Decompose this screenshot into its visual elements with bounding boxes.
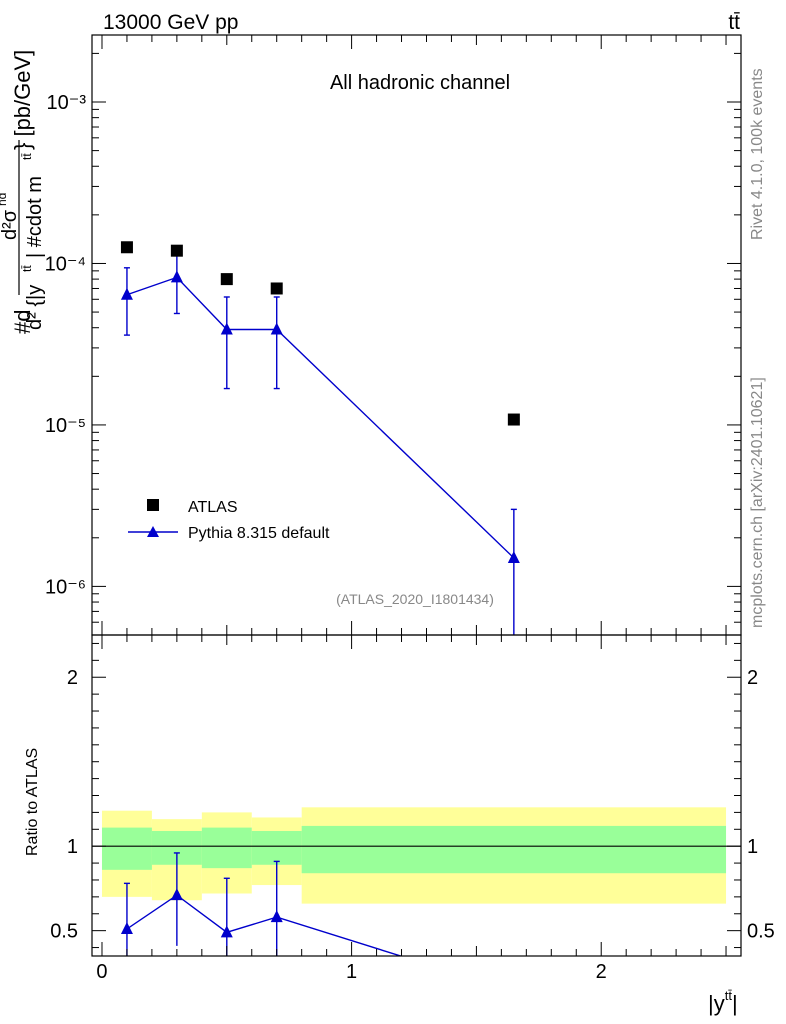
chart-title: All hadronic channel bbox=[330, 72, 510, 94]
main-y-tick-label: 10⁻⁵ bbox=[45, 415, 86, 437]
x-tick-labels: 0 1 2 bbox=[96, 961, 606, 983]
inner-uncertainty-band bbox=[301, 825, 727, 874]
svg-text:#d: #d bbox=[10, 310, 35, 334]
ratio-y-tick-label-right: 0.5 bbox=[747, 921, 775, 943]
main-y-tick-labels: 10⁻⁶ 10⁻⁵ 10⁻⁴ 10⁻³ bbox=[45, 92, 87, 598]
x-tick-label: 2 bbox=[596, 961, 607, 983]
main-data-layer bbox=[120, 241, 520, 635]
inner-uncertainty-band bbox=[101, 827, 152, 870]
x-tick-label: 0 bbox=[96, 961, 107, 983]
legend-atlas-marker bbox=[147, 499, 159, 511]
svg-text:tt̄: tt̄ bbox=[20, 265, 34, 272]
ratio-frame bbox=[91, 634, 742, 957]
x-tick-label: 1 bbox=[346, 961, 357, 983]
analysis-watermark: (ATLAS_2020_I1801434) bbox=[336, 591, 494, 607]
atlas-point bbox=[270, 282, 283, 295]
inner-uncertainty-band bbox=[251, 830, 302, 865]
ratio-point bbox=[170, 888, 183, 901]
pythia-series-line bbox=[126, 276, 515, 559]
ratio-y-tick-label-right: 2 bbox=[747, 667, 758, 689]
svg-text:} [pb/GeV]: } [pb/GeV] bbox=[10, 50, 35, 150]
ratio-y-tick-label-left: 0.5 bbox=[50, 921, 78, 943]
main-axis-ticks bbox=[92, 35, 741, 636]
atlas-point bbox=[507, 413, 520, 426]
main-y-tick-label: 10⁻⁴ bbox=[45, 253, 86, 275]
ratio-series-line bbox=[126, 894, 404, 956]
energy-label: 13000 GeV pp bbox=[103, 11, 238, 34]
svg-text:nd: nd bbox=[0, 193, 9, 206]
pythia-point bbox=[507, 550, 520, 563]
ratio-y-tick-label-left: 2 bbox=[67, 667, 78, 689]
atlas-point bbox=[120, 241, 133, 254]
legend-pythia-label: Pythia 8.315 default bbox=[188, 525, 330, 542]
ratio-point bbox=[270, 910, 283, 923]
ratio-panel: 0.5 0.5 1 1 2 2 0 1 2 Ratio to ATLAS |ytt̄| bbox=[24, 634, 775, 1016]
svg-text:| #cdot m: | #cdot m bbox=[24, 176, 46, 258]
rivet-label: Rivet 4.1.0, 100k events bbox=[749, 68, 766, 240]
pythia-point bbox=[120, 287, 133, 300]
ratio-point bbox=[120, 921, 133, 934]
main-y-tick-label: 10⁻⁶ bbox=[45, 576, 86, 598]
pythia-point bbox=[220, 322, 233, 335]
ratio-y-axis-label: Ratio to ATLAS bbox=[24, 748, 41, 856]
legend: ATLAS Pythia 8.315 default bbox=[128, 499, 330, 542]
pythia-point bbox=[270, 322, 283, 335]
main-panel: 10⁻⁶ 10⁻⁵ 10⁻⁴ 10⁻³ All hadronic channel (A… bbox=[0, 34, 742, 636]
pythia-point bbox=[170, 270, 183, 283]
inner-uncertainty-band bbox=[201, 827, 252, 869]
svg-text:d²σ: d²σ bbox=[0, 209, 21, 240]
atlas-point bbox=[220, 273, 233, 286]
mcplots-label: mcplots.cern.ch [arXiv:2401.10621] bbox=[749, 377, 766, 628]
ratio-y-tick-label-left: 1 bbox=[67, 836, 78, 858]
ratio-axis-ticks bbox=[92, 635, 741, 956]
main-y-axis-label: #d d²σ nd d² {|y tt̄ | #cdot m tt̄ } [pb… bbox=[0, 50, 46, 334]
legend-pythia-marker bbox=[147, 526, 159, 537]
uncertainty-bands bbox=[92, 807, 741, 904]
main-frame bbox=[91, 34, 742, 636]
x-axis-label: |ytt̄| bbox=[708, 988, 738, 1016]
atlas-point bbox=[170, 244, 183, 257]
ratio-y-tick-labels: 0.5 0.5 1 1 2 2 bbox=[50, 667, 775, 942]
svg-text:tt̄: tt̄ bbox=[20, 153, 34, 160]
process-label: tt̄ bbox=[728, 11, 740, 34]
legend-atlas-label: ATLAS bbox=[188, 499, 238, 516]
ratio-point bbox=[508, 984, 520, 996]
svg-text:d² {|y: d² {|y bbox=[24, 285, 46, 330]
ratio-y-tick-label-right: 1 bbox=[747, 836, 758, 858]
ratio-point bbox=[220, 925, 233, 938]
main-y-tick-label: 10⁻³ bbox=[47, 92, 87, 114]
